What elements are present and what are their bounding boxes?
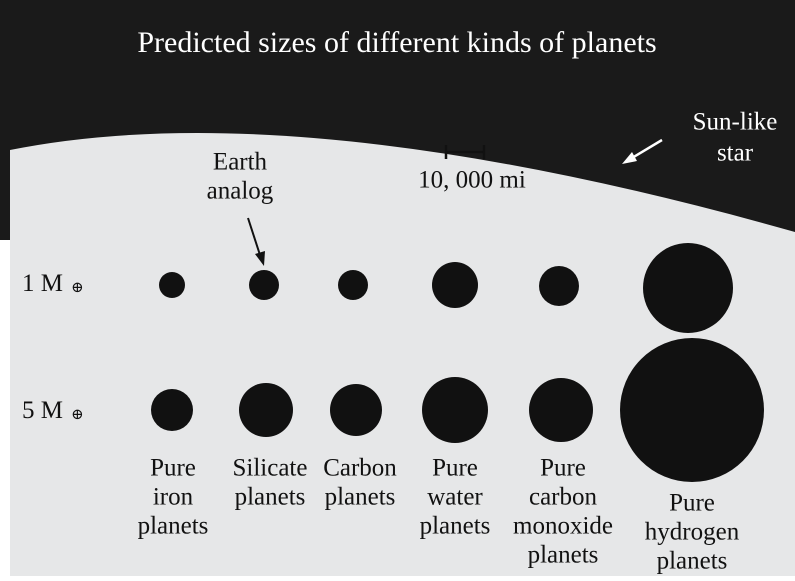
column-label: planets: [325, 484, 396, 511]
column-label: planets: [138, 513, 209, 540]
column-label: planets: [528, 542, 599, 569]
scale-label: 10, 000 mi: [418, 167, 526, 194]
planet: [529, 378, 593, 442]
planet: [338, 270, 368, 300]
earth-symbol: ⊕: [71, 280, 84, 296]
column-label: hydrogen: [645, 519, 740, 546]
star-surface: [10, 133, 795, 576]
planet: [159, 272, 185, 298]
planet: [330, 384, 382, 436]
planet: [422, 377, 488, 443]
scale-bar: [444, 145, 486, 159]
column-label: Carbon: [323, 455, 397, 482]
column-label: Pure: [432, 455, 478, 482]
column-label: carbon: [529, 484, 598, 511]
column-labels: Pure iron planets Silicate planets Carbo…: [138, 455, 740, 575]
planet: [620, 338, 764, 482]
row-label-text: 5 M: [22, 397, 63, 424]
column-label: planets: [420, 513, 491, 540]
star-arrow: [622, 138, 663, 164]
column-label: Pure: [669, 490, 715, 517]
column-label: Pure: [540, 455, 586, 482]
column-label: iron: [153, 484, 194, 511]
planet: [539, 266, 579, 306]
column-label: Pure: [150, 455, 196, 482]
row-label: 5 M ⊕: [22, 397, 84, 424]
title: Predicted sizes of different kinds of pl…: [137, 26, 656, 59]
column-label: planets: [235, 484, 306, 511]
column-label: planets: [657, 548, 728, 575]
earth-symbol: ⊕: [71, 407, 84, 423]
planet: [239, 383, 293, 437]
row-label: 1 M ⊕: [22, 270, 84, 297]
earth-label: analog: [207, 178, 274, 205]
star-label: star: [717, 140, 754, 167]
planets-5-mass: [151, 338, 764, 482]
planets-1-mass: [159, 243, 733, 333]
planet: [249, 270, 279, 300]
row-label-text: 1 M: [22, 270, 63, 297]
column-label: monoxide: [513, 513, 613, 540]
column-label: water: [427, 484, 483, 511]
planet: [432, 262, 478, 308]
star-label: Sun-like: [693, 109, 778, 136]
planet: [643, 243, 733, 333]
earth-arrow: [247, 217, 265, 266]
earth-label: Earth: [213, 149, 268, 176]
planet: [151, 389, 193, 431]
column-label: Silicate: [233, 455, 308, 482]
